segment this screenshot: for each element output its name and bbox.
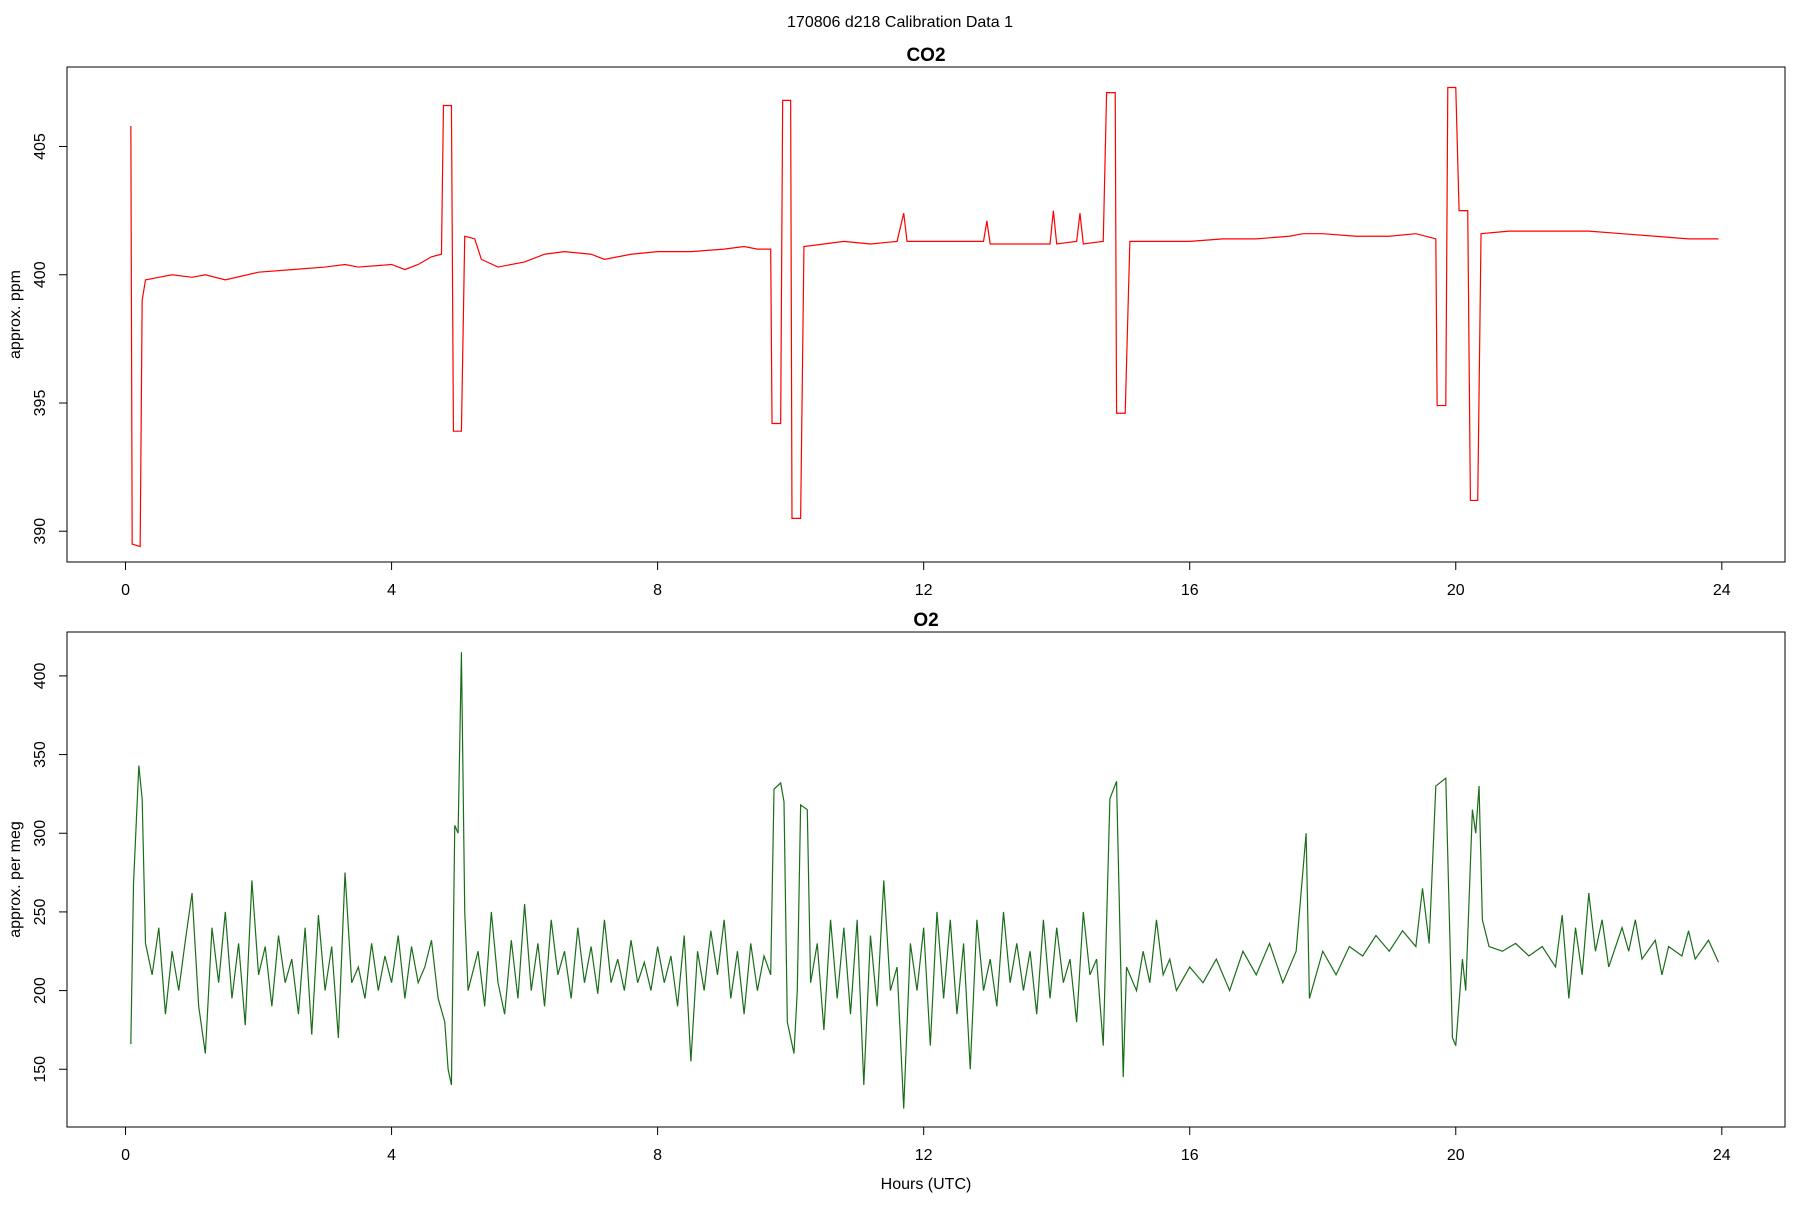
panel-title: O2 (913, 610, 938, 631)
x-tick-label: 16 (1181, 1147, 1199, 1164)
plot-frame (66, 66, 1786, 563)
x-axis-label: Hours (UTC) (881, 1176, 972, 1193)
x-tick-label: 12 (915, 582, 933, 599)
x-tick-label: 24 (1713, 582, 1731, 599)
x-tick-label: 4 (387, 582, 396, 599)
x-tick-label: 0 (121, 582, 130, 599)
panel-title: CO2 (906, 45, 945, 66)
y-tick-label: 390 (32, 518, 49, 545)
x-tick-label: 20 (1447, 1147, 1465, 1164)
x-tick-label: 0 (121, 1147, 130, 1164)
data-line (130, 652, 1720, 1109)
y-axis-label: approx. ppm (7, 270, 24, 359)
y-tick-label: 350 (32, 741, 49, 768)
y-tick-label: 395 (32, 390, 49, 417)
x-tick-label: 12 (915, 1147, 933, 1164)
y-tick-label: 200 (32, 977, 49, 1004)
x-tick-label: 8 (653, 582, 662, 599)
y-tick-label: 150 (32, 1056, 49, 1083)
plot-frame (66, 631, 1786, 1128)
x-tick-label: 24 (1713, 1147, 1731, 1164)
y-tick-label: 400 (32, 261, 49, 288)
y-tick-label: 400 (32, 662, 49, 689)
y-tick-label: 300 (32, 820, 49, 847)
y-axis-label: approx. per meg (7, 821, 24, 938)
x-tick-label: 20 (1447, 582, 1465, 599)
data-line (130, 86, 1719, 548)
y-tick-label: 250 (32, 898, 49, 925)
y-tick-label: 405 (32, 133, 49, 160)
x-tick-label: 16 (1181, 582, 1199, 599)
figure-title: 170806 d218 Calibration Data 1 (787, 14, 1013, 31)
x-tick-label: 8 (653, 1147, 662, 1164)
x-tick-label: 4 (387, 1147, 396, 1164)
